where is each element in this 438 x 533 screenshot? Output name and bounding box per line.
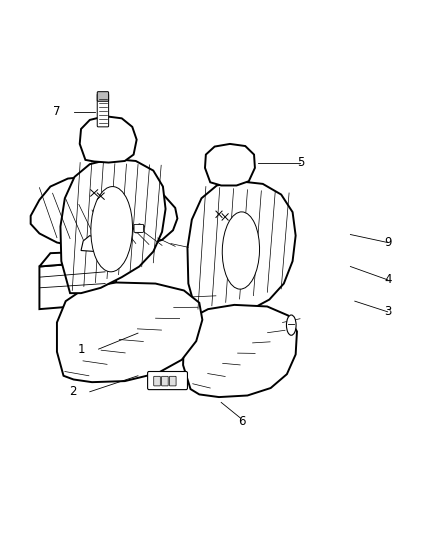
Text: 5: 5 bbox=[297, 156, 304, 169]
FancyBboxPatch shape bbox=[97, 92, 109, 101]
Ellipse shape bbox=[286, 315, 296, 335]
Polygon shape bbox=[105, 251, 116, 304]
Text: 6: 6 bbox=[238, 415, 245, 427]
FancyBboxPatch shape bbox=[162, 376, 168, 386]
FancyBboxPatch shape bbox=[154, 376, 160, 386]
Polygon shape bbox=[187, 181, 296, 316]
Polygon shape bbox=[39, 261, 105, 309]
FancyBboxPatch shape bbox=[170, 376, 176, 386]
Text: 4: 4 bbox=[385, 273, 392, 286]
Text: 9: 9 bbox=[385, 236, 392, 249]
Polygon shape bbox=[60, 159, 166, 293]
FancyBboxPatch shape bbox=[134, 224, 144, 232]
Polygon shape bbox=[39, 251, 116, 266]
Text: 7: 7 bbox=[53, 106, 60, 118]
Ellipse shape bbox=[222, 212, 260, 289]
Text: 2: 2 bbox=[69, 385, 77, 398]
FancyBboxPatch shape bbox=[148, 372, 187, 390]
Polygon shape bbox=[134, 224, 145, 233]
Polygon shape bbox=[31, 176, 177, 249]
Polygon shape bbox=[80, 116, 137, 163]
Text: 1: 1 bbox=[78, 343, 85, 356]
Polygon shape bbox=[205, 144, 255, 185]
Ellipse shape bbox=[91, 187, 133, 272]
FancyBboxPatch shape bbox=[97, 94, 109, 127]
Polygon shape bbox=[81, 236, 100, 252]
Polygon shape bbox=[57, 282, 202, 382]
Text: 3: 3 bbox=[385, 305, 392, 318]
Polygon shape bbox=[183, 305, 297, 397]
